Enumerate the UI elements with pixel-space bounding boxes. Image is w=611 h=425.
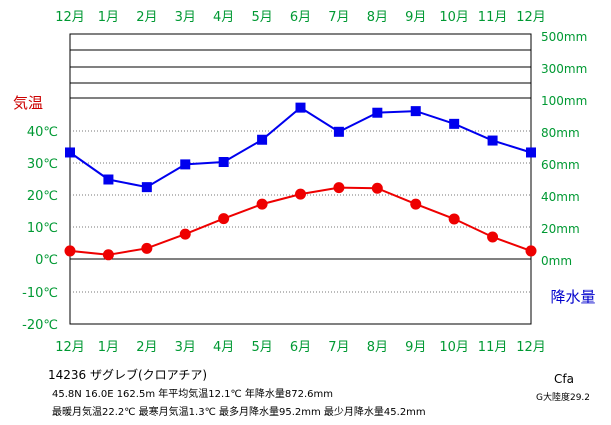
bottom-month-label: 12月 [516,340,546,355]
temperature-tick-label: 10℃ [27,221,58,236]
temperature-point [102,249,114,261]
top-month-label: 9月 [405,10,426,25]
top-month-label: 7月 [328,10,349,25]
precipitation-tick-label: 40mm [541,190,580,204]
top-month-label: 3月 [175,10,196,25]
precipitation-line [69,106,532,189]
precipitation-point [218,157,229,168]
top-month-label: 10月 [439,10,469,25]
top-month-label: 6月 [290,10,311,25]
bottom-month-label: 9月 [405,340,426,355]
temperature-point [371,182,383,194]
bottom-month-label: 6月 [290,340,311,355]
bottom-month-label: 8月 [367,340,388,355]
temperature-tick-label: -10℃ [22,286,58,301]
precipitation-tick-label: 100mm [541,94,587,108]
precipitation-axis-label: 降水量 [550,288,595,306]
bottom-month-label: 1月 [98,340,119,355]
temperature-tick-label: 0℃ [35,253,58,268]
bottom-month-labels: 12月 1月 2月 3月 4月 5月 6月 7月 8月 9月 10月 11月 12月 [55,340,546,355]
temperature-tick-label: 40℃ [27,125,58,140]
top-month-label: 11月 [478,10,508,25]
temperature-point [295,188,306,200]
precipitation-tick-label: 60mm [541,158,580,172]
bottom-month-label: 3月 [175,340,196,355]
top-month-label: 8月 [367,10,388,25]
top-month-labels: 12月 1月 2月 3月 4月 5月 6月 7月 8月 9月 10月 11月 12月 [55,10,546,25]
top-month-label: 12月 [516,10,546,25]
temperature-point [218,213,230,225]
precipitation-point [449,118,460,129]
bottom-month-label: 5月 [251,340,272,355]
precipitation-point [180,159,191,170]
temperature-point [525,245,537,257]
precipitation-point [487,135,498,146]
precipitation-tick-label: 500mm [541,30,587,44]
precipitation-point [410,106,421,117]
station-stats: 45.8N 16.0E 162.5m 年平均気温12.1℃ 年降水量872.6m… [52,389,334,400]
temperature-point [333,182,345,194]
bottom-month-label: 4月 [213,340,234,355]
bottom-month-label: 10月 [439,340,469,355]
precipitation-tick-label: 0mm [541,254,572,268]
series-group [64,102,537,261]
temperature-point [256,198,268,210]
bottom-month-label: 2月 [136,340,157,355]
temperature-point [141,242,153,254]
gridlines [69,33,532,325]
precipitation-point [372,107,383,118]
temperature-tick-label: 20℃ [27,189,58,204]
bottom-month-label: 12月 [55,340,85,355]
bottom-month-label: 7月 [328,340,349,355]
precipitation-tick-label: 20mm [541,222,580,236]
precipitation-point [103,174,114,185]
top-month-label: 12月 [55,10,85,25]
top-month-label: 2月 [136,10,157,25]
temperature-tick-label: 30℃ [27,157,58,172]
temperature-point [487,231,499,243]
temperature-point [64,245,76,257]
precipitation-point [333,126,344,137]
temperature-tick-label: -20℃ [22,318,58,333]
top-month-label: 1月 [98,10,119,25]
continentality: G大陸度29.2 [536,393,591,403]
plot-frame [69,33,532,325]
station-name: 14236 ザグレブ(クロアチア) [48,368,208,382]
bottom-month-label: 11月 [478,340,508,355]
precipitation-tick-label: 80mm [541,126,580,140]
temperature-point [179,228,191,240]
climate-class: Cfa [554,372,574,386]
temperature-point [448,213,460,225]
top-month-label: 5月 [251,10,272,25]
top-month-label: 4月 [213,10,234,25]
precipitation-point [65,147,75,158]
precipitation-point [295,102,306,113]
precipitation-tick-label: 300mm [541,62,587,76]
precipitation-point [526,147,536,158]
temperature-tick-labels: 40℃ 30℃ 20℃ 10℃ 0℃ -10℃ -20℃ [22,125,58,333]
precipitation-point [141,182,152,193]
temperature-axis-label: 気温 [13,94,43,112]
temperature-point [410,198,422,210]
precipitation-tick-labels: 500mm 300mm 100mm 80mm 60mm 40mm 20mm 0mm [541,30,587,268]
precipitation-point [257,134,268,145]
station-extremes: 最暖月気温22.2℃ 最寒月気温1.3℃ 最多月降水量95.2mm 最少月降水量… [52,407,426,418]
